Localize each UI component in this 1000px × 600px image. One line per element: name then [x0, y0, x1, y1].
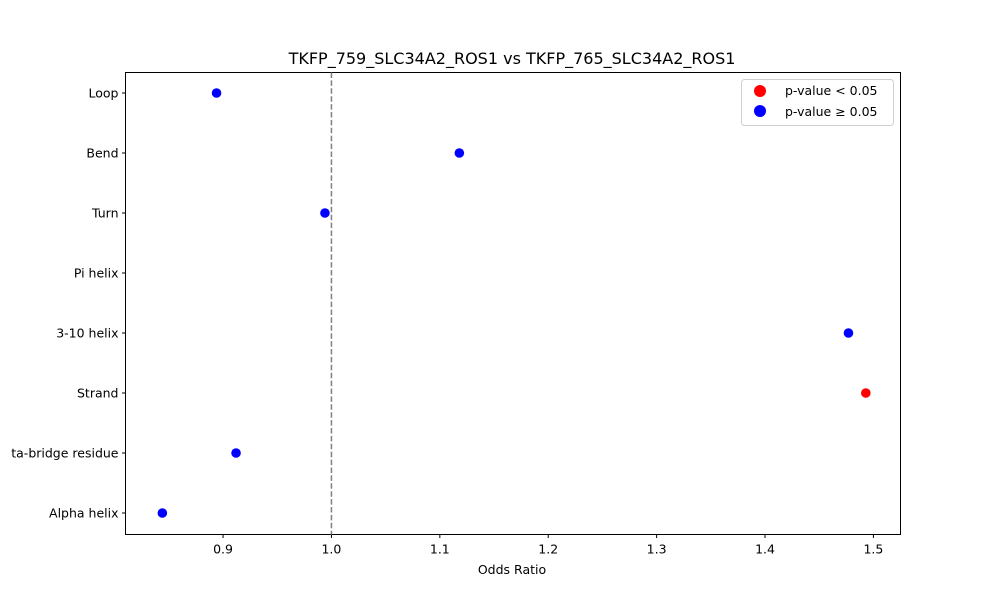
legend: p-value < 0.05 p-value ≥ 0.05 [741, 79, 894, 126]
x-tick-label: 1.0 [321, 542, 341, 557]
y-tick-label: Pi helix [74, 266, 119, 281]
data-point-3-10-helix [843, 328, 854, 338]
legend-label-not-significant: p-value ≥ 0.05 [785, 104, 878, 119]
legend-marker-not-significant-icon [754, 105, 766, 117]
data-points [157, 88, 871, 518]
data-point-loop [211, 88, 222, 98]
plot-area [125, 72, 901, 535]
legend-box [741, 79, 894, 126]
x-tick-label: 1.2 [538, 542, 558, 557]
x-axis: 0.9 1.0 1.1 1.2 1.3 1.4 1.5 [213, 534, 883, 557]
data-point-turn [320, 208, 330, 218]
legend-label-significant: p-value < 0.05 [785, 83, 878, 98]
x-tick-label: 1.1 [430, 542, 450, 557]
y-tick-label: Alpha helix [49, 506, 118, 521]
y-tick-label: Bend [86, 146, 118, 161]
x-tick-label: 1.4 [755, 542, 775, 557]
y-axis: Loop Bend Turn Pi helix 3-10 helix Strand ta-b… [11, 86, 126, 521]
y-tick-label: Loop [89, 86, 119, 101]
y-tick-label: Strand [77, 386, 119, 401]
data-point-beta-bridge-residue [231, 448, 241, 458]
legend-marker-significant-icon [754, 85, 766, 97]
y-tick-label: Turn [91, 206, 119, 221]
x-tick-label: 1.5 [863, 542, 883, 557]
x-tick-label: 0.9 [213, 542, 233, 557]
x-tick-label: 1.3 [647, 542, 667, 557]
data-point-bend [454, 148, 465, 158]
y-tick-label: 3-10 helix [56, 326, 118, 341]
data-point-strand [861, 388, 871, 398]
y-tick-label: ta-bridge residue [11, 446, 119, 461]
x-axis-label: Odds Ratio [478, 562, 546, 577]
chart-title: TKFP_759_SLC34A2_ROS1 vs TKFP_765_SLC34A… [288, 49, 736, 69]
data-point-alpha-helix [157, 508, 168, 518]
